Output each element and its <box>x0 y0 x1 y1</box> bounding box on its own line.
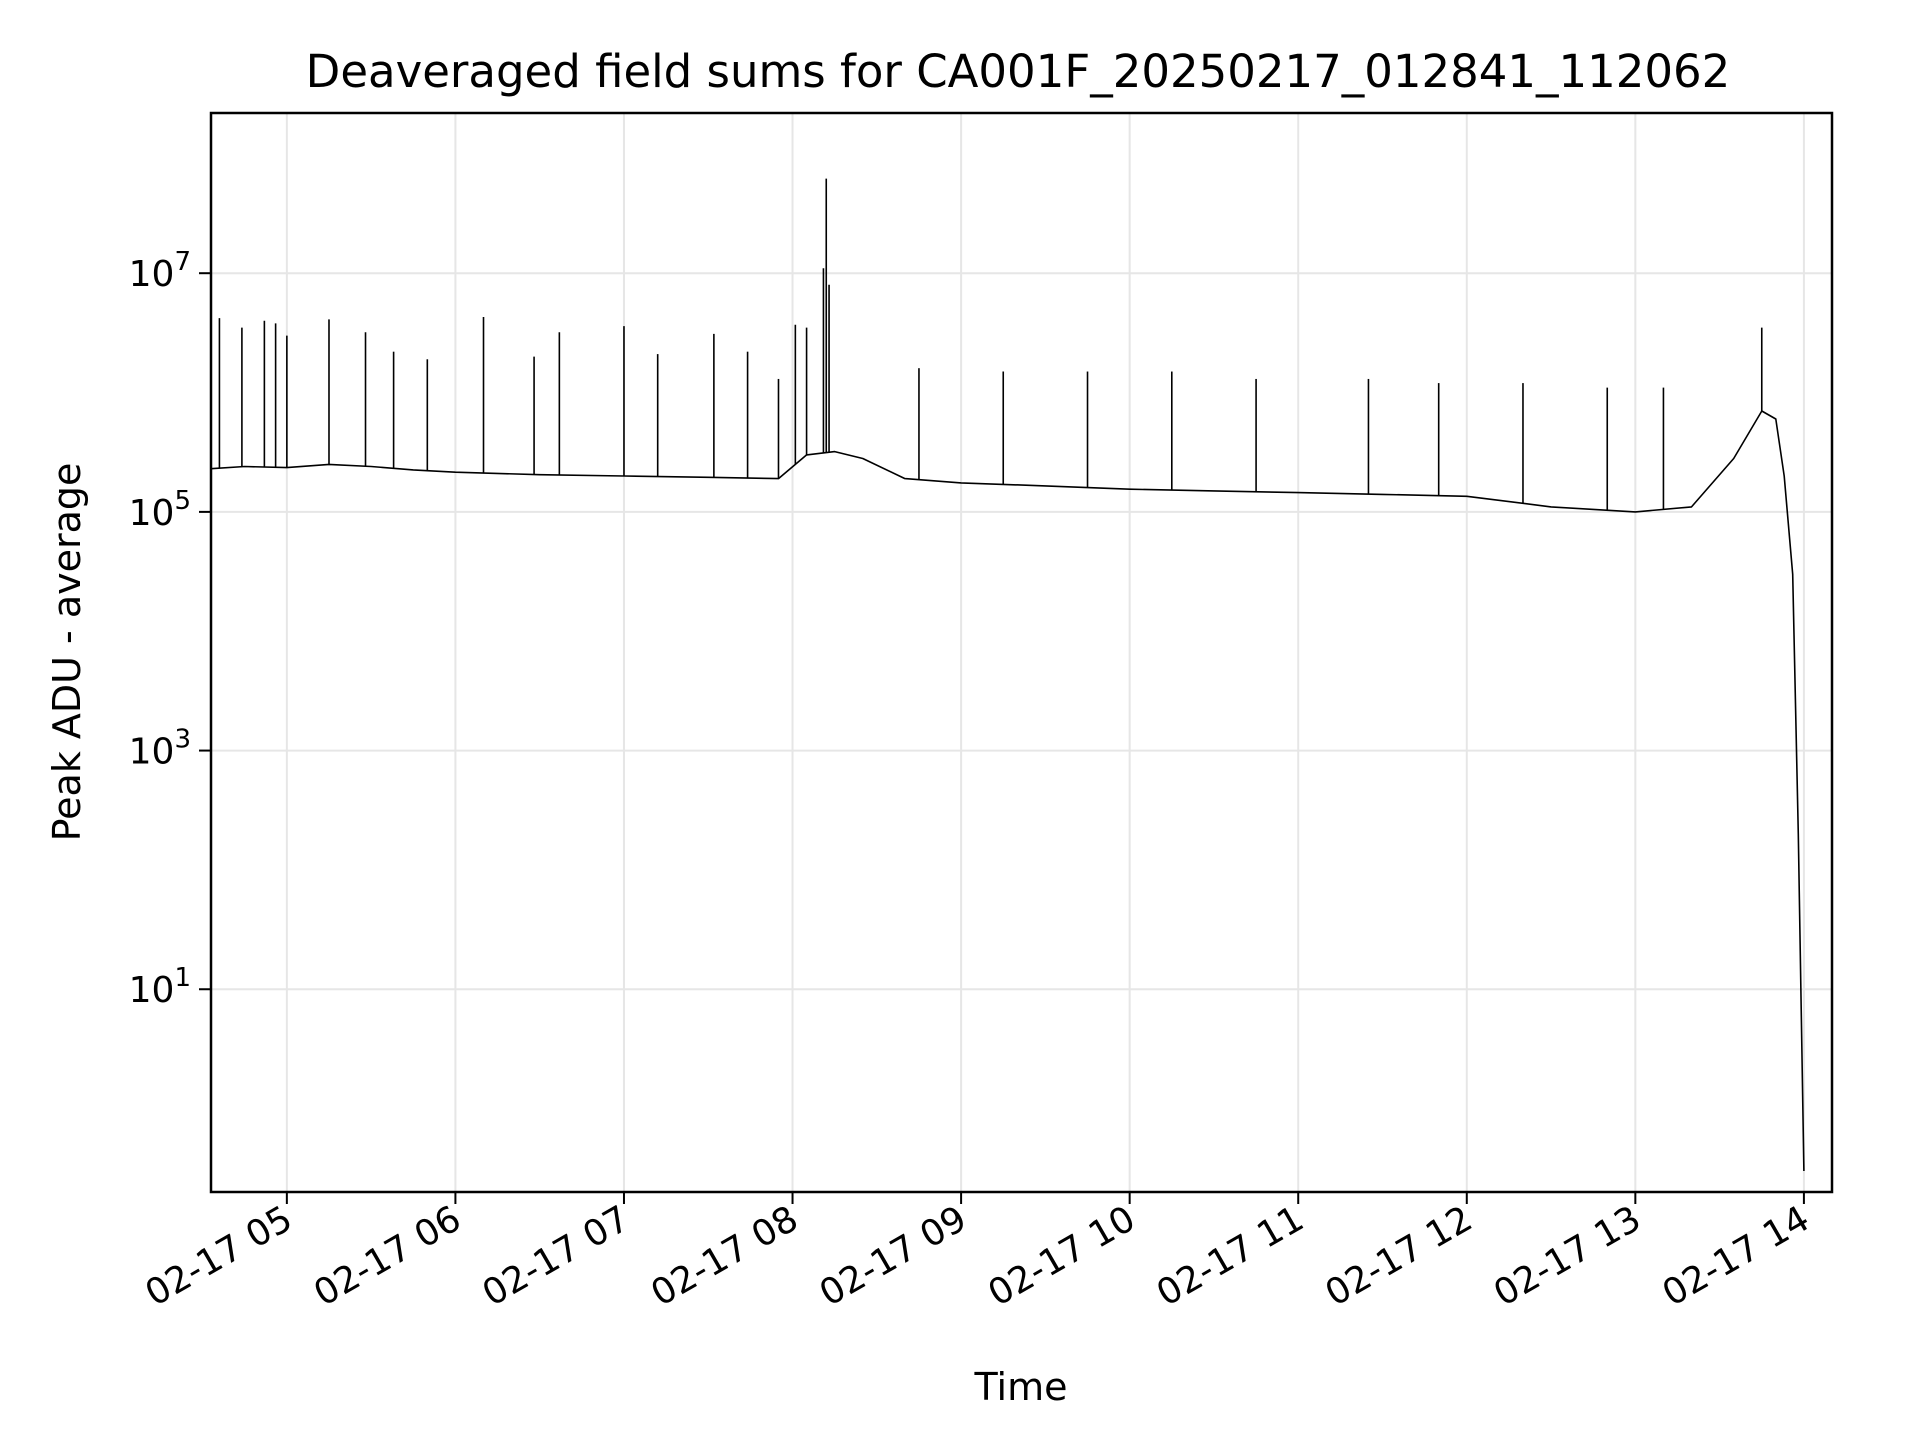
chart-title: Deaveraged field sums for CA001F_2025021… <box>306 45 1731 98</box>
y-tick-exponent: 7 <box>174 247 191 277</box>
x-axis-label: Time <box>974 1365 1068 1409</box>
y-tick-exponent: 1 <box>174 963 191 993</box>
x-tick-label: 02-17 14 <box>1656 1198 1817 1314</box>
y-tick-exponent: 3 <box>174 725 191 755</box>
y-tick-label: 105 <box>129 486 191 534</box>
x-tick-label: 02-17 12 <box>1319 1198 1480 1314</box>
y-tick-label: 103 <box>129 725 191 773</box>
axis-ticks: 02-17 05 02-17 06 02-17 07 02-17 08 02-17 09… <box>129 247 1817 1315</box>
y-tick-base: 10 <box>129 254 175 295</box>
x-tick-label: 02-17 05 <box>139 1198 300 1314</box>
y-tick-base: 10 <box>129 732 175 773</box>
x-tick-label: 02-17 08 <box>644 1198 805 1314</box>
y-tick-label: 107 <box>129 247 191 295</box>
x-tick-label: 02-17 13 <box>1487 1198 1648 1314</box>
x-tick-label: 02-17 11 <box>1150 1198 1311 1314</box>
plot-frame <box>209 111 1834 1194</box>
x-tick-label: 02-17 07 <box>476 1198 637 1314</box>
series-line <box>210 410 1805 1172</box>
y-tick-base: 10 <box>129 970 175 1011</box>
x-tick-label: 02-17 06 <box>307 1198 468 1314</box>
y-tick-label: 101 <box>129 963 191 1011</box>
series-layer <box>210 178 1805 1172</box>
x-tick-label: 02-17 10 <box>981 1198 1142 1314</box>
grid <box>211 113 1832 1192</box>
y-tick-base: 10 <box>129 493 175 534</box>
x-tick-label: 02-17 09 <box>813 1198 974 1314</box>
y-axis-label: Peak ADU - average <box>45 463 89 842</box>
y-tick-exponent: 5 <box>174 486 191 516</box>
